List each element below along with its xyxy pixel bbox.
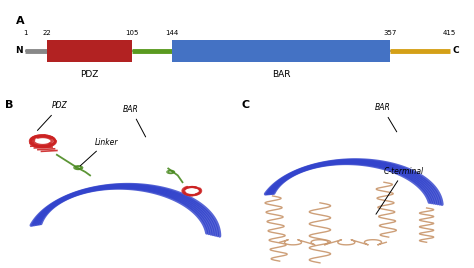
Text: PDZ: PDZ <box>80 70 99 79</box>
Text: 415: 415 <box>443 30 456 36</box>
Text: BAR: BAR <box>272 70 290 79</box>
Text: Linker: Linker <box>80 137 118 166</box>
Text: PDZ: PDZ <box>37 102 68 131</box>
Text: C: C <box>242 100 250 110</box>
Text: A: A <box>16 16 25 26</box>
Text: 357: 357 <box>383 30 397 36</box>
Text: 144: 144 <box>165 30 179 36</box>
Bar <box>172 40 390 62</box>
Bar <box>47 40 132 62</box>
Text: 1: 1 <box>23 30 28 36</box>
Text: C-terminal: C-terminal <box>376 167 424 214</box>
Text: 105: 105 <box>125 30 139 36</box>
Text: 22: 22 <box>43 30 51 36</box>
Text: C: C <box>453 46 459 55</box>
Text: B: B <box>5 100 13 110</box>
Text: N: N <box>15 46 22 55</box>
Text: BAR: BAR <box>123 105 146 137</box>
Text: BAR: BAR <box>374 103 397 132</box>
